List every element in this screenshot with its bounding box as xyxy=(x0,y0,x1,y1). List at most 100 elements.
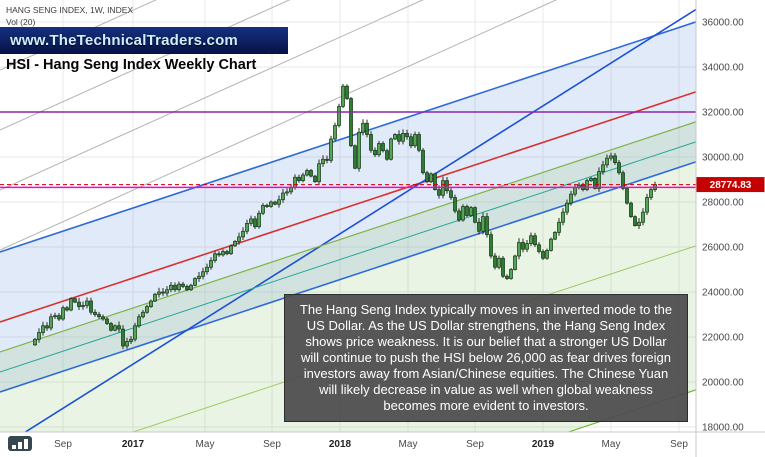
candle xyxy=(369,134,373,151)
candle xyxy=(633,216,637,226)
candle xyxy=(629,202,633,217)
candle xyxy=(337,106,341,126)
candle xyxy=(41,325,45,333)
candle xyxy=(149,300,153,307)
symbol-title[interactable]: HANG SENG INDEX, 1W, INDEX xyxy=(6,5,134,15)
candle xyxy=(509,269,513,279)
candle xyxy=(257,212,261,228)
candle xyxy=(609,155,613,159)
candle xyxy=(401,133,405,142)
candle xyxy=(89,300,93,313)
time-tick-label: Sep xyxy=(670,439,688,450)
candle xyxy=(533,235,537,246)
candle xyxy=(193,278,197,286)
price-tick-label: 34000.00 xyxy=(702,63,744,74)
candle xyxy=(569,193,573,204)
candle xyxy=(429,173,433,183)
candle xyxy=(601,164,605,172)
candle xyxy=(177,283,181,291)
candle xyxy=(409,136,413,147)
gray-fan-2[interactable] xyxy=(0,0,765,131)
price-tick-label: 28000.00 xyxy=(702,198,744,209)
candle xyxy=(113,325,117,331)
logo-bar-icon xyxy=(18,442,22,449)
price-axis[interactable] xyxy=(696,0,765,432)
candle xyxy=(445,180,449,192)
chart-legend: HANG SENG INDEX, 1W, INDEX Vol (20) xyxy=(6,4,133,29)
candle xyxy=(205,266,209,273)
price-tick-label: 32000.00 xyxy=(702,108,744,119)
teal-inner[interactable] xyxy=(0,119,765,373)
candle xyxy=(117,325,121,330)
time-tick-label: 2019 xyxy=(532,439,555,450)
candle xyxy=(413,134,417,147)
candle xyxy=(433,173,437,190)
candle xyxy=(105,318,109,324)
candle xyxy=(589,178,593,181)
channel-top-blue[interactable] xyxy=(0,0,765,253)
candle xyxy=(269,201,273,207)
gray-fan-1[interactable] xyxy=(0,0,765,71)
candle xyxy=(241,230,245,238)
candle xyxy=(285,191,289,194)
candle xyxy=(493,255,497,268)
candle xyxy=(261,205,265,214)
candle xyxy=(229,245,233,255)
candle xyxy=(469,207,473,216)
candle xyxy=(489,234,493,257)
candle xyxy=(181,283,185,287)
candle xyxy=(513,255,517,270)
candle xyxy=(517,242,521,257)
candle xyxy=(109,323,113,331)
candle xyxy=(461,206,465,221)
channel-bottom-blue[interactable] xyxy=(0,139,765,393)
green-top[interactable] xyxy=(0,99,765,353)
candle xyxy=(101,316,105,320)
time-axis[interactable] xyxy=(0,432,696,457)
price-tick-label: 30000.00 xyxy=(702,153,744,164)
candle xyxy=(553,232,557,240)
price-tick-label: 24000.00 xyxy=(702,288,744,299)
median-red[interactable] xyxy=(0,69,765,323)
candle xyxy=(273,201,277,205)
candle xyxy=(353,145,357,169)
candle xyxy=(557,221,561,233)
candle xyxy=(613,155,617,163)
candle xyxy=(121,328,125,347)
gray-fan-4[interactable] xyxy=(0,0,765,251)
candle xyxy=(541,251,545,259)
tradingview-logo[interactable] xyxy=(8,436,32,451)
candle xyxy=(157,291,161,295)
candle xyxy=(365,122,369,135)
price-tick-label: 22000.00 xyxy=(702,333,744,344)
candle xyxy=(565,202,569,213)
time-tick-label: Sep xyxy=(263,439,281,450)
candle xyxy=(405,133,409,138)
candle xyxy=(185,286,189,291)
candle xyxy=(561,211,565,223)
volume-indicator-label[interactable]: Vol (20) xyxy=(6,17,36,28)
candle xyxy=(425,172,429,183)
candle xyxy=(637,221,641,226)
candle xyxy=(137,316,141,327)
candle xyxy=(93,311,97,315)
time-tick-label: 2017 xyxy=(122,439,145,450)
candle xyxy=(549,238,553,251)
candle xyxy=(361,122,365,133)
gray-fan-3[interactable] xyxy=(0,0,765,191)
levels-layer xyxy=(0,111,696,189)
candle xyxy=(173,284,177,291)
candle xyxy=(537,244,541,252)
candle xyxy=(321,158,325,165)
candle xyxy=(381,143,385,152)
candle xyxy=(305,170,309,176)
candle xyxy=(505,275,509,279)
price-tick-label: 26000.00 xyxy=(702,243,744,254)
candle xyxy=(477,221,481,232)
candle xyxy=(593,178,597,189)
candle xyxy=(421,149,425,174)
candle xyxy=(293,176,297,188)
